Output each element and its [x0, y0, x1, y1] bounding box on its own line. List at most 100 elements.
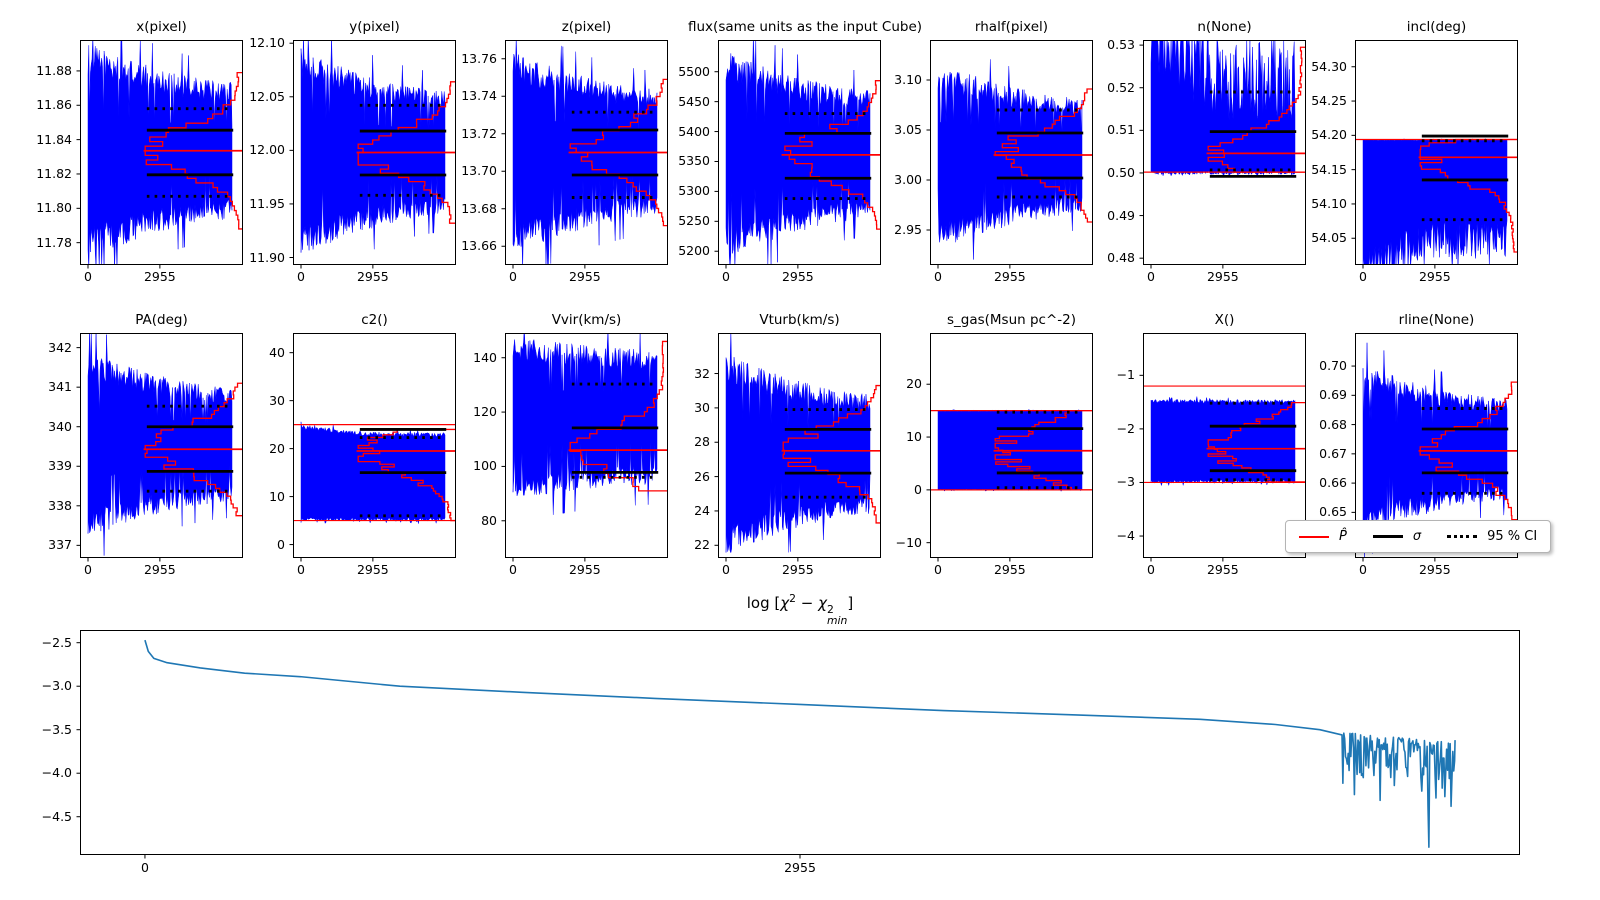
- mcmc-trace-x-pixel: [87, 40, 233, 265]
- y-tick-label-c2: 30: [269, 392, 285, 408]
- panel-title-c2: c2(): [361, 312, 388, 328]
- x-tick-label-z-pixel: 2955: [568, 269, 601, 284]
- chi2-y-tick-label: −3.0: [41, 678, 72, 694]
- chi2-title: log [χ2 − χ 2 min]: [600, 592, 1000, 627]
- chi2-x-tick-label: 0: [140, 860, 149, 875]
- legend-item-phat: P̂: [1299, 529, 1347, 544]
- mcmc-trace-flux-same-units-as-the-input-cube: [725, 40, 871, 265]
- trace-plot-n-none: [1139, 40, 1306, 269]
- legend-item-sigma: σ: [1372, 529, 1422, 544]
- y-tick-label-y-pixel: 12.10: [249, 35, 285, 51]
- y-tick-label-vvir-km-s: 80: [481, 512, 497, 528]
- marginal-posterior-y-pixel: [357, 81, 456, 224]
- x-tick-label-rhalf-pixel: 2955: [993, 269, 1026, 284]
- y-tick-label-x: −2: [1116, 420, 1135, 436]
- mcmc-trace-y-pixel: [300, 40, 446, 253]
- trace-plot-x: [1139, 333, 1306, 562]
- chi2-title-part: min: [827, 614, 848, 628]
- y-tick-label-vvir-km-s: 120: [473, 404, 497, 420]
- y-tick-label-x-pixel: 11.84: [36, 131, 72, 147]
- y-tick-label-vvir-km-s: 140: [473, 349, 497, 365]
- y-tick-label-z-pixel: 13.76: [461, 50, 497, 66]
- y-tick-label-n-none: 0.50: [1107, 164, 1135, 180]
- axes-frame-flux-same-units-as-the-input-cube: [718, 40, 881, 265]
- panel-title-y-pixel: y(pixel): [349, 19, 400, 35]
- mcmc-trace-vvir-km-s: [512, 333, 658, 515]
- x-tick-label-pa-deg: 0: [84, 562, 92, 577]
- panel-title-x: X(): [1214, 312, 1235, 328]
- y-tick-label-flux-same-units-as-the-input-cube: 5400: [678, 123, 710, 139]
- y-tick-label-vturb-km-s: 26: [694, 468, 710, 484]
- x-tick-label-z-pixel: 0: [509, 269, 517, 284]
- y-tick-label-rhalf-pixel: 3.00: [894, 172, 922, 187]
- y-tick-label-c2: 40: [269, 344, 285, 360]
- y-tick-label-vturb-km-s: 30: [694, 399, 710, 415]
- x-tick-label-incl-deg: 0: [1359, 269, 1367, 284]
- trace-plot-s-gas-msun-pc-2: [926, 333, 1093, 562]
- axes-frame-vvir-km-s: [505, 333, 668, 558]
- x-tick-label-x: 0: [1147, 562, 1155, 577]
- trace-plot-vvir-km-s: [501, 333, 668, 562]
- y-tick-label-vturb-km-s: 22: [694, 537, 710, 553]
- y-tick-label-rline-none: 0.65: [1319, 504, 1347, 520]
- axes-frame-incl-deg: [1355, 40, 1518, 265]
- panel-title-z-pixel: z(pixel): [561, 19, 612, 35]
- y-tick-label-pa-deg: 342: [48, 339, 72, 355]
- y-tick-label-n-none: 0.48: [1107, 250, 1135, 266]
- chi2-title-part: −: [796, 594, 819, 612]
- panel-title-rhalf-pixel: rhalf(pixel): [974, 19, 1049, 35]
- y-tick-label-n-none: 0.49: [1107, 207, 1135, 223]
- y-tick-label-s-gas-msun-pc-2: 0: [914, 481, 922, 497]
- x-tick-label-vturb-km-s: 0: [722, 562, 730, 577]
- y-tick-label-pa-deg: 339: [48, 458, 72, 474]
- y-tick-label-rline-none: 0.68: [1319, 416, 1347, 432]
- panel-title-x-pixel: x(pixel): [136, 19, 187, 35]
- mcmc-trace-vturb-km-s: [725, 333, 871, 554]
- y-tick-label-y-pixel: 11.95: [249, 195, 285, 211]
- y-tick-label-flux-same-units-as-the-input-cube: 5200: [678, 243, 710, 259]
- y-tick-label-n-none: 0.53: [1107, 37, 1135, 53]
- y-tick-label-x: −1: [1116, 367, 1135, 383]
- chi2-convergence-line: [144, 639, 1456, 848]
- y-tick-label-rline-none: 0.66: [1319, 475, 1347, 491]
- panel-title-flux-same-units-as-the-input-cube: flux(same units as the input Cube): [688, 19, 923, 35]
- y-tick-label-rhalf-pixel: 3.10: [894, 72, 922, 87]
- chi2-y-tick-label: −2.5: [41, 634, 72, 650]
- x-tick-label-rhalf-pixel: 0: [934, 269, 942, 284]
- chi2-title-part: χ: [818, 594, 828, 612]
- axes-frame-z-pixel: [505, 40, 668, 265]
- chi2-y-tick-label: −4.0: [41, 765, 72, 781]
- y-tick-label-z-pixel: 13.70: [461, 163, 497, 179]
- y-tick-label-pa-deg: 341: [48, 379, 72, 395]
- marginal-posterior-vvir-km-s: [569, 340, 668, 492]
- y-tick-label-flux-same-units-as-the-input-cube: 5250: [678, 213, 710, 229]
- y-tick-label-pa-deg: 338: [48, 497, 72, 513]
- y-tick-label-pa-deg: 337: [48, 537, 72, 553]
- axes-frame-s-gas-msun-pc-2: [930, 333, 1093, 558]
- axes-frame-c2: [293, 333, 456, 558]
- axes-frame-n-none: [1143, 40, 1306, 265]
- y-tick-label-s-gas-msun-pc-2: 20: [906, 376, 922, 392]
- panel-title-n-none: n(None): [1197, 19, 1252, 35]
- y-tick-label-s-gas-msun-pc-2: 10: [906, 429, 922, 445]
- mcmc-trace-n-none: [1150, 40, 1296, 178]
- axes-frame-rhalf-pixel: [930, 40, 1093, 265]
- panel-title-vvir-km-s: Vvir(km/s): [551, 312, 622, 328]
- chi2-title-part: ]: [847, 594, 854, 612]
- axes-frame-x: [1143, 333, 1306, 558]
- chi2-y-tick-label: −3.5: [41, 721, 72, 737]
- y-tick-label-x-pixel: 11.86: [36, 97, 72, 113]
- marginal-posterior-vturb-km-s: [782, 384, 881, 524]
- y-tick-label-incl-deg: 54.05: [1311, 230, 1347, 246]
- mcmc-trace-incl-deg: [1362, 137, 1508, 265]
- trace-plot-x-pixel: [76, 40, 243, 269]
- y-tick-label-vturb-km-s: 32: [694, 365, 710, 381]
- marginal-posterior-c2: [357, 428, 456, 522]
- y-tick-label-rline-none: 0.69: [1319, 387, 1347, 403]
- x-tick-label-pa-deg: 2955: [143, 562, 176, 577]
- y-tick-label-incl-deg: 54.20: [1311, 127, 1347, 143]
- axes-frame-vturb-km-s: [718, 333, 881, 558]
- trace-plot-y-pixel: [289, 40, 456, 269]
- x-tick-label-n-none: 2955: [1206, 269, 1239, 284]
- legend-label-sigma: σ: [1412, 529, 1422, 544]
